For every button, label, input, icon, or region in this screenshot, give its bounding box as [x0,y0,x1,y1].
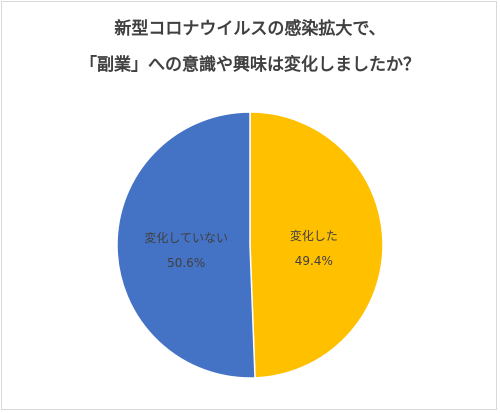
chart-title-line-2: 「副業」への意識や興味は変化しましたか？ [80,55,420,75]
pie-slice-1 [249,111,384,379]
slice-value-1: 49.4% [295,254,333,268]
chart-title-line-1: 新型コロナウイルスの感染拡大で、 [114,19,386,39]
slice-value-2: 50.6% [167,256,205,270]
slice-label-1: 変化した [290,228,338,243]
pie-slice-2 [116,111,256,379]
slice-label-2: 変化していない [144,230,228,245]
